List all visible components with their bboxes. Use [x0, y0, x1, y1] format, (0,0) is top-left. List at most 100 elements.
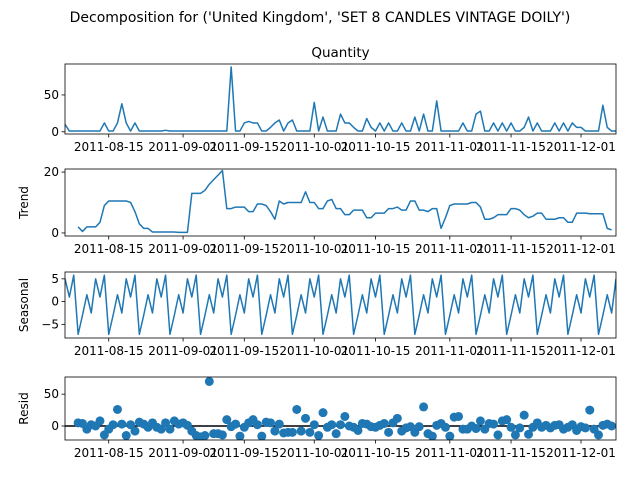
plot-area	[65, 274, 616, 336]
resid-point	[130, 426, 140, 436]
x-tick-label: 2011-10-15	[341, 344, 411, 358]
resid-point	[204, 377, 214, 386]
x-tick-label: 2011-12-01	[546, 140, 616, 154]
y-tick-label: 0	[51, 295, 59, 309]
resid-point	[309, 420, 319, 430]
resid-point	[515, 423, 525, 433]
x-tick-label: 2011-08-15	[74, 140, 144, 154]
x-tick-label: 2011-09-01	[148, 446, 218, 460]
resid-point	[156, 424, 166, 434]
resid-point	[287, 427, 297, 437]
x-tick-label: 2011-10-15	[341, 140, 411, 154]
x-tick-label: 2011-10-01	[279, 344, 349, 358]
y-tick-label: 50	[44, 88, 59, 102]
resid-point	[252, 420, 262, 430]
x-tick-label: 2011-11-15	[476, 242, 546, 256]
axes-frame	[64, 63, 617, 135]
resid-point	[270, 426, 280, 436]
resid-point	[301, 413, 311, 423]
x-tick-label: 2011-12-01	[546, 446, 616, 460]
y-tick-label: 0	[51, 419, 59, 433]
resid-point	[235, 431, 245, 440]
y-axis-label: Seasonal	[17, 278, 31, 332]
x-tick-label: 2011-09-01	[148, 140, 218, 154]
x-tick-label: 2011-08-15	[74, 446, 144, 460]
resid-point	[471, 424, 481, 434]
resid-point	[112, 404, 122, 414]
x-tick-label: 2011-11-15	[476, 344, 546, 358]
resid-point	[510, 430, 520, 440]
axes-frame	[64, 168, 617, 237]
resid-point	[305, 427, 315, 437]
resid-point	[121, 431, 131, 440]
axes-frame	[64, 271, 617, 339]
x-tick-label: 2011-11-15	[476, 446, 546, 460]
x-tick-label: 2011-09-15	[209, 242, 279, 256]
x-tick-label: 2011-08-15	[74, 242, 144, 256]
y-tick-label: 50	[44, 387, 59, 401]
resid-point	[454, 411, 464, 421]
y-tick-label: 0	[51, 125, 59, 139]
y-tick-label: 5	[51, 272, 59, 286]
resid-point	[392, 413, 402, 423]
resid-point	[594, 430, 604, 440]
series-line	[65, 66, 616, 132]
y-tick-label: 20	[44, 165, 59, 179]
resid-point	[108, 420, 118, 430]
resid-point	[327, 420, 337, 430]
plot-area	[65, 66, 616, 132]
x-tick-label: 2011-09-15	[209, 344, 279, 358]
resid-point	[493, 430, 503, 440]
x-tick-label: 2011-08-15	[74, 344, 144, 358]
resid-point	[506, 422, 516, 432]
resid-point	[580, 423, 590, 433]
y-tick-label: −5	[41, 317, 59, 331]
resid-point	[117, 419, 127, 429]
resid-point	[475, 416, 485, 426]
resid-point	[200, 431, 210, 440]
resid-point	[222, 415, 232, 425]
resid-point	[292, 404, 302, 414]
x-tick-label: 2011-10-01	[279, 140, 349, 154]
resid-point	[266, 418, 276, 428]
y-axis-label: Resid	[17, 392, 31, 424]
x-tick-label: 2011-10-15	[341, 242, 411, 256]
series-line	[77, 169, 612, 234]
x-tick-label: 2011-11-01	[415, 140, 485, 154]
resid-point	[384, 427, 394, 437]
resid-point	[126, 420, 136, 430]
resid-point	[524, 429, 534, 439]
resid-point	[331, 429, 341, 439]
resid-point	[489, 419, 499, 429]
x-tick-label: 2011-11-01	[415, 242, 485, 256]
resid-point	[231, 419, 241, 429]
resid-point	[379, 418, 389, 428]
resid-point	[161, 418, 171, 428]
plot-area	[77, 169, 612, 234]
resid-point	[318, 408, 328, 418]
resid-point	[502, 415, 512, 425]
panel-title: Quantity	[311, 45, 369, 61]
axes-frame	[64, 376, 617, 441]
resid-point	[257, 431, 267, 440]
resid-point	[296, 426, 306, 436]
resid-point	[427, 431, 437, 440]
y-axis-label: Trend	[17, 186, 31, 220]
resid-point	[440, 422, 450, 432]
resid-point	[314, 431, 324, 440]
resid-point	[165, 424, 175, 434]
plot-area	[65, 377, 616, 440]
x-tick-label: 2011-09-15	[209, 140, 279, 154]
figure-title: Decomposition for ('United Kingdom', 'SE…	[70, 10, 571, 26]
x-tick-label: 2011-09-01	[148, 242, 218, 256]
resid-point	[445, 431, 455, 440]
resid-point	[419, 402, 429, 412]
resid-point	[353, 425, 363, 435]
y-tick-label: 0	[51, 226, 59, 240]
resid-point	[585, 405, 595, 415]
resid-point	[519, 410, 529, 420]
